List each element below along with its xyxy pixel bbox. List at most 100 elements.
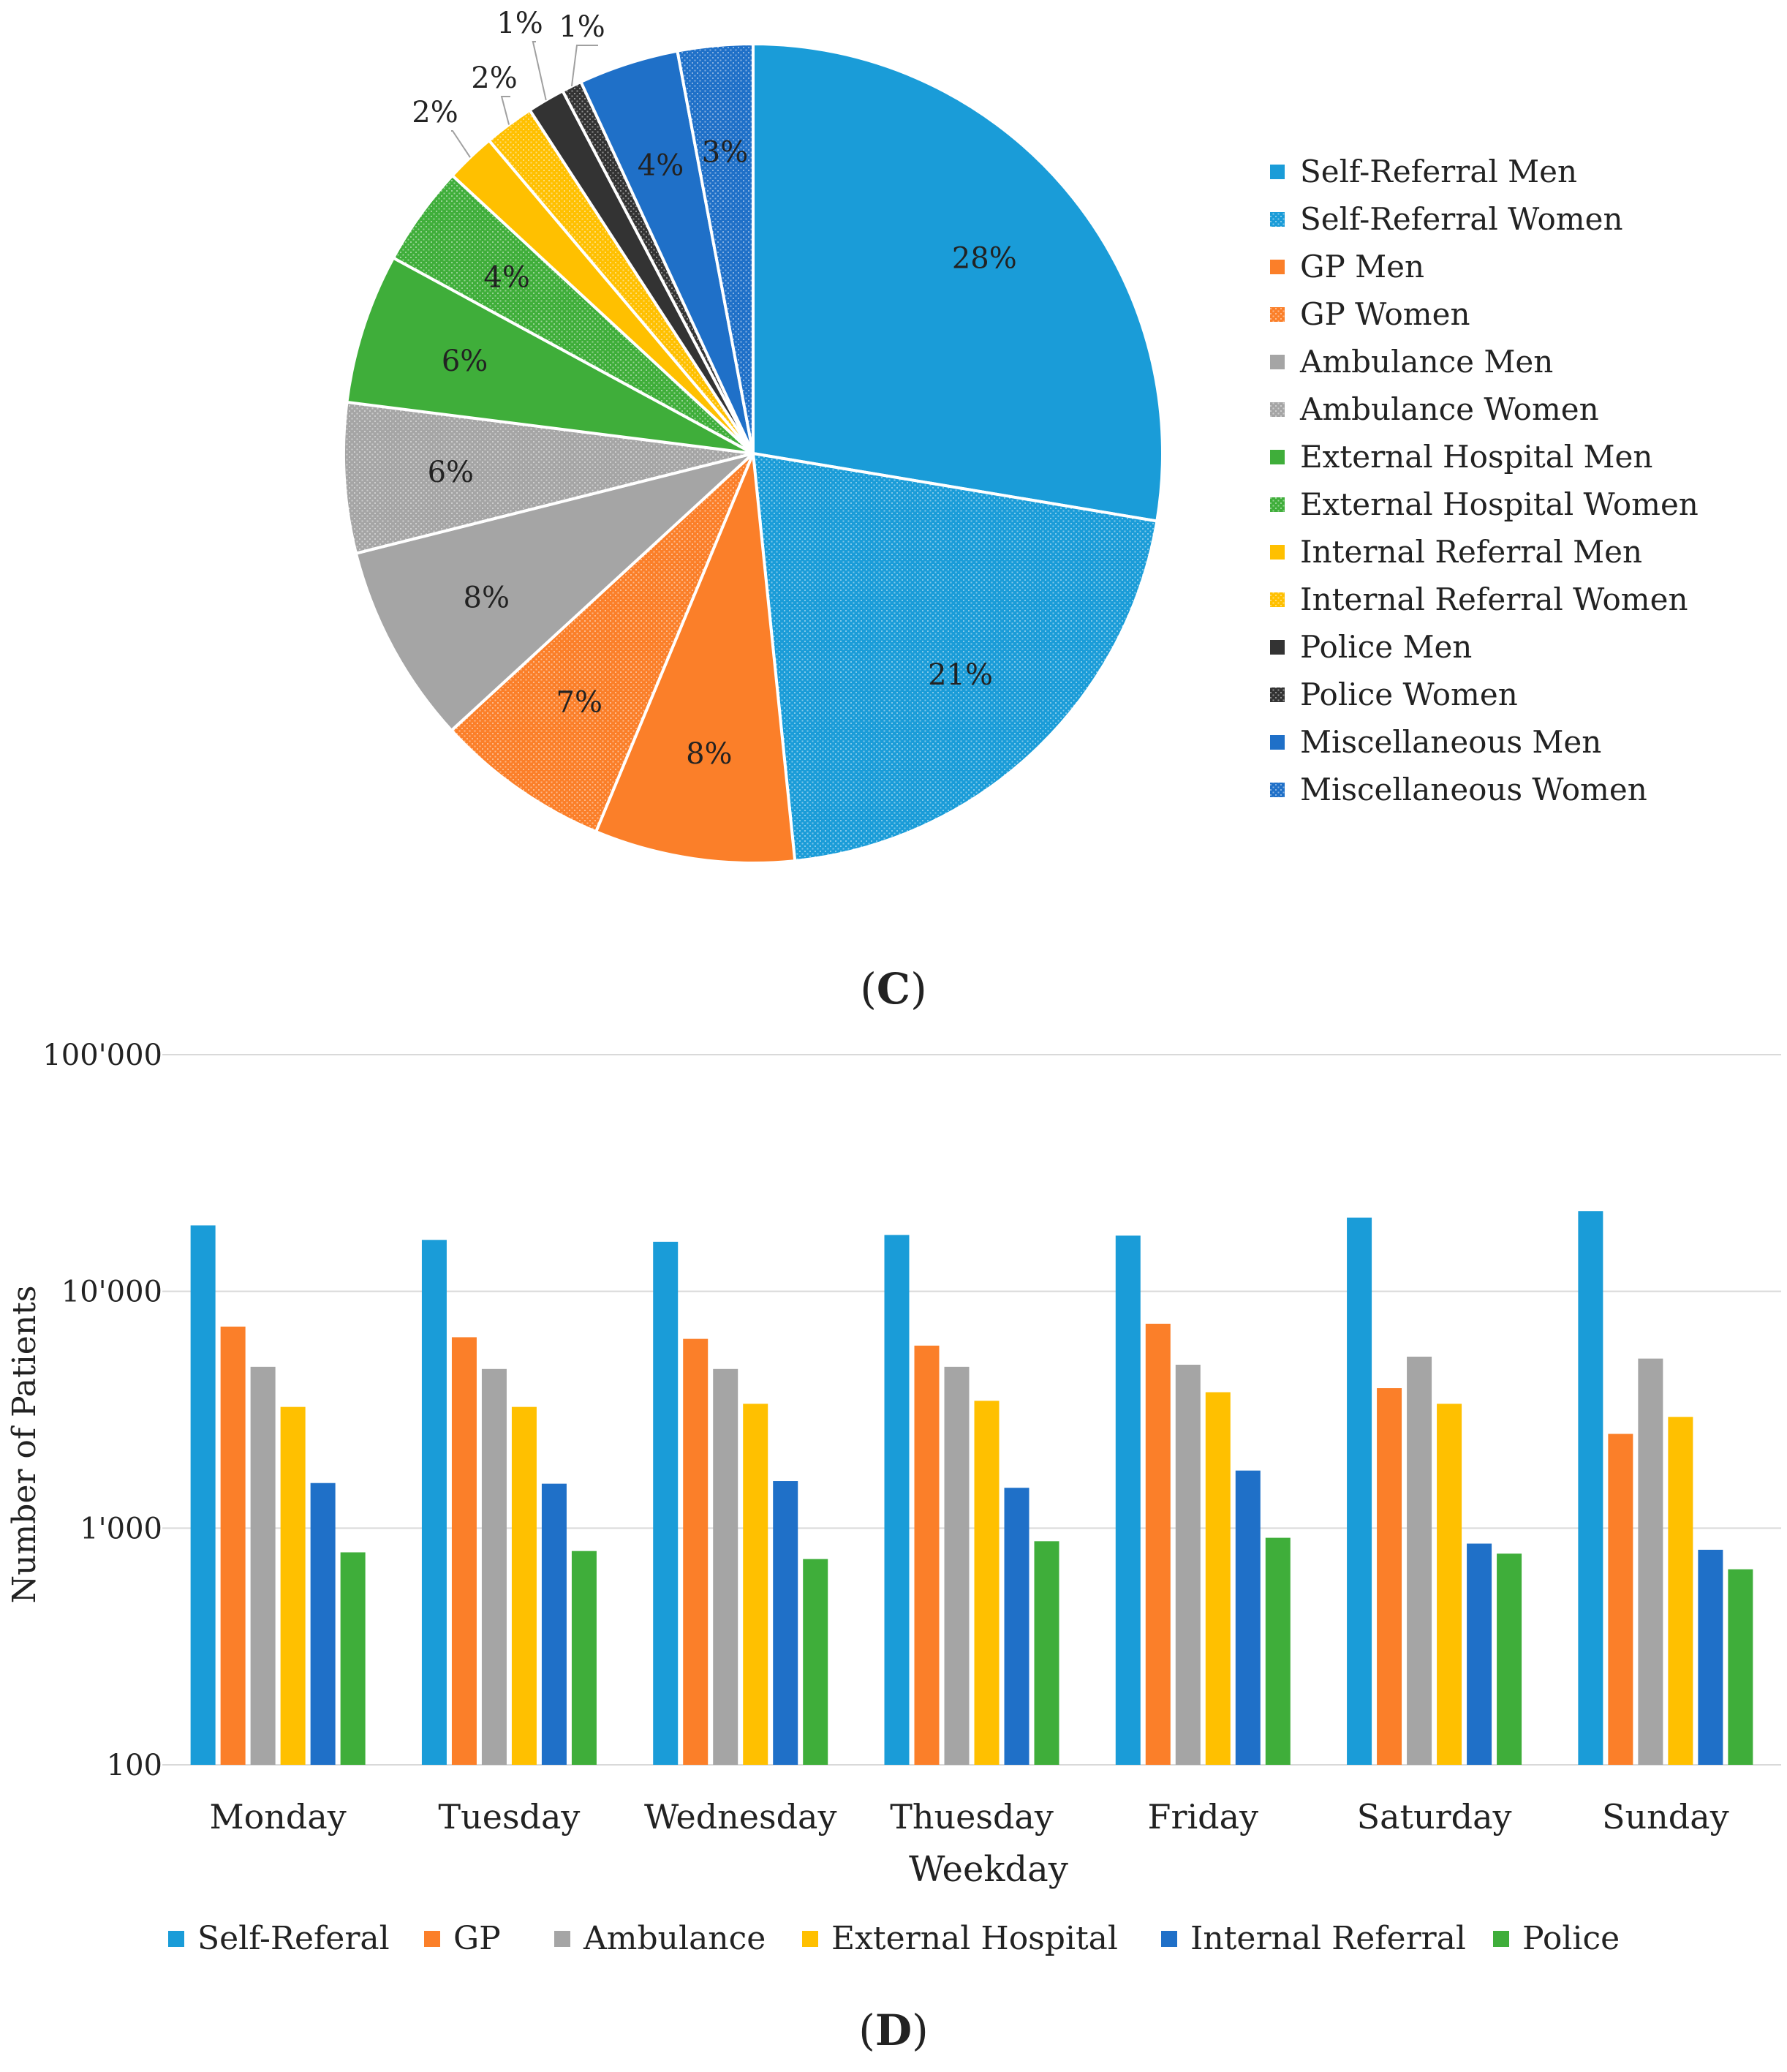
pie-legend-label: Ambulance Men [1299,344,1553,380]
bar-ambulance-saturday [1407,1356,1432,1765]
bar-internal-referral-thuesday [1004,1488,1029,1765]
bar-police-wednesday [803,1559,828,1765]
pie-legend-swatch [1270,307,1285,322]
bar-internal-referral-wednesday [773,1481,798,1765]
pie-legend-swatch [1270,592,1285,607]
bar-gp-monday [220,1326,246,1765]
bar-police-friday [1265,1537,1291,1765]
pie-data-label: 6% [442,344,488,378]
panel-label-c: (C) [860,964,926,1014]
bar-ambulance-friday [1175,1364,1201,1765]
pie-slice-self-referral-men [752,42,1164,523]
pie-legend-label: Internal Referral Men [1300,534,1642,570]
pie-data-label: 8% [686,737,732,771]
pie-legend-swatch [1270,260,1285,274]
bar-police-monday [340,1552,366,1765]
pie-legend-swatch [1270,783,1285,797]
bar-gp-thuesday [914,1345,940,1765]
bar-gp-wednesday [683,1338,709,1765]
y-tick-label: 10'000 [61,1276,162,1309]
pie-legend-label: GP Men [1300,249,1424,285]
x-tick-label: Sunday [1602,1797,1729,1836]
bar-legend-swatch [1493,1931,1509,1947]
pie-data-label: 2% [471,61,517,95]
bar-external-hospital-friday [1205,1392,1231,1765]
pie-data-label: 28% [952,241,1017,275]
x-tick-label: Tuesday [438,1797,580,1836]
x-axis-title: Weekday [909,1849,1068,1890]
bar-police-saturday [1497,1553,1522,1765]
bar-self-referal-thuesday [884,1235,910,1765]
pie-slices [342,42,1164,864]
pie-legend-label: Police Women [1300,677,1518,712]
bar-police-sunday [1728,1569,1753,1765]
pie-slice-gp-women [449,452,755,834]
pie-slice-miscellaneous-women [676,42,755,454]
pie-slice-external-hospital-men [345,255,754,455]
pie-leader-line [451,130,471,158]
panel-label-d: (D) [858,2005,929,2055]
pie-legend-label: External Hospital Women [1300,486,1699,522]
pie-legend-label: Self-Referral Men [1300,154,1577,189]
bar-external-hospital-thuesday [974,1401,1000,1765]
bar-gp-sunday [1608,1434,1633,1765]
bar-gp-tuesday [451,1337,477,1765]
pie-legend-swatch [1270,165,1285,179]
pie-data-labels: 28% 21% 8% 7% 8% 6% 6% 4% 2% 2% 1% 1% 4% 3% [412,7,1016,771]
pie-legend-label: Self-Referral Women [1300,201,1623,237]
bar-legend: Self-Referal GP Ambulance External Hospital… [168,1920,1620,1957]
bar-ambulance-thuesday [944,1366,970,1765]
bars [190,1211,1753,1765]
bar-external-hospital-saturday [1437,1404,1462,1765]
pie-legend-swatch [1270,402,1285,417]
bar-ambulance-wednesday [713,1368,738,1765]
bar-external-hospital-tuesday [511,1406,537,1765]
pie-data-label: 2% [412,96,458,129]
pie-leader-line [500,96,510,125]
pie-legend-swatch [1270,497,1285,512]
bar-legend-label: GP [453,1920,501,1957]
pie-data-label: 4% [483,261,529,295]
bar-legend-swatch [1161,1931,1177,1947]
bar-legend-label: Internal Referral [1190,1920,1466,1957]
pie-slice-ambulance-women [342,400,754,556]
bar-self-referal-wednesday [653,1241,679,1765]
pie-legend-swatch [1270,212,1285,227]
pie-legend-swatch [1270,450,1285,464]
bar-external-hospital-wednesday [743,1404,768,1765]
pie-slice-ambulance-men [354,452,755,733]
pie-legend-label: Police Men [1300,629,1472,665]
bar-ambulance-tuesday [481,1368,507,1765]
pie-legend-swatch [1270,355,1285,369]
x-tick-label: Saturday [1357,1797,1512,1836]
pie-data-label: 1% [496,7,543,40]
pie-legend: Self-Referral Men Self-Referral Women GP M… [1270,154,1699,807]
bar-self-referal-tuesday [421,1240,447,1765]
bar-self-referal-friday [1115,1235,1141,1765]
bar-self-referal-sunday [1578,1211,1603,1765]
pie-leader-line [532,41,547,101]
x-tick-label: Wednesday [644,1797,837,1836]
bar-legend-swatch [802,1931,818,1947]
pie-legend-label: GP Women [1300,296,1470,332]
bar-ambulance-sunday [1638,1358,1663,1765]
pie-legend-swatch [1270,640,1285,655]
bar-gridlines [162,1054,1781,1766]
pie-data-label: 7% [556,685,602,719]
bar-legend-label: External Hospital [831,1920,1118,1957]
bar-internal-referral-sunday [1698,1549,1723,1765]
bar-legend-swatch [554,1931,570,1947]
bar-self-referal-saturday [1347,1217,1372,1765]
pie-leader-line [570,45,598,87]
x-tick-label: Friday [1148,1797,1258,1836]
y-tick-label: 1'000 [80,1512,162,1545]
bar-chart-panel: 100 1'000 10'000 100'000 Monday Tuesday Wedne… [6,1039,1781,2055]
pie-data-label: 1% [559,10,605,44]
pie-slice-self-referral-women [751,451,1159,863]
pie-legend-swatch [1270,545,1285,560]
bar-internal-referral-monday [310,1483,336,1765]
y-tick-label: 100 [107,1749,162,1782]
bar-gp-friday [1145,1323,1171,1765]
bar-internal-referral-tuesday [541,1483,567,1765]
